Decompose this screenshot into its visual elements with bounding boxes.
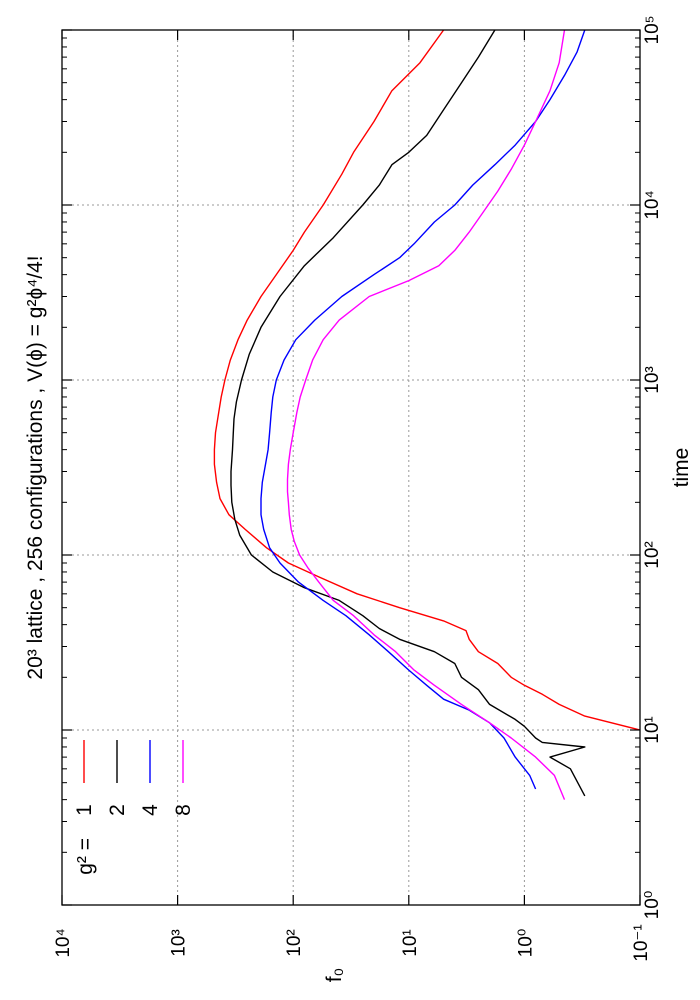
x-tick-label: 10⁰ [642, 891, 663, 920]
legend-label: 4 [139, 804, 162, 816]
legend-label: 1 [73, 804, 96, 816]
grid-lines [62, 30, 640, 905]
legend-label: 8 [172, 804, 195, 816]
y-tick-label: 10⁴ [53, 928, 74, 957]
x-tick-label: 10² [642, 541, 663, 568]
legend-prefix: g² = [74, 838, 97, 875]
x-tick-label: 10³ [642, 366, 663, 393]
y-tick-labels: 10⁻¹ 10⁰ 10¹ 10² 10³ 10⁴ [53, 924, 652, 962]
series-line-8 [286, 29, 566, 800]
y-tick-label: 10³ [169, 929, 190, 956]
y-tick-label: 10⁻¹ [631, 924, 652, 962]
y-tick-label: 10⁰ [515, 929, 536, 958]
x-tick-label: 10⁴ [642, 190, 663, 219]
series-group [213, 29, 641, 800]
y-axis-label: f₀ [323, 968, 346, 983]
legend-label: 2 [106, 804, 129, 816]
x-tick-label: 10¹ [642, 716, 663, 743]
x-tick-label: 10⁵ [642, 15, 663, 44]
x-tick-labels: 10⁰ 10¹ 10² 10³ 10⁴ 10⁵ [642, 15, 663, 919]
tick-marks [61, 29, 641, 906]
y-tick-label: 10¹ [400, 929, 421, 956]
chart-title: 20³ lattice , 256 configurations , V(ϕ) … [24, 255, 47, 679]
y-tick-label: 10² [284, 929, 305, 956]
series-line-4 [260, 29, 586, 790]
series-line-2 [230, 29, 586, 797]
x-axis-label: time [670, 448, 693, 488]
series-line-1 [213, 29, 641, 731]
plot-frame [61, 29, 641, 906]
